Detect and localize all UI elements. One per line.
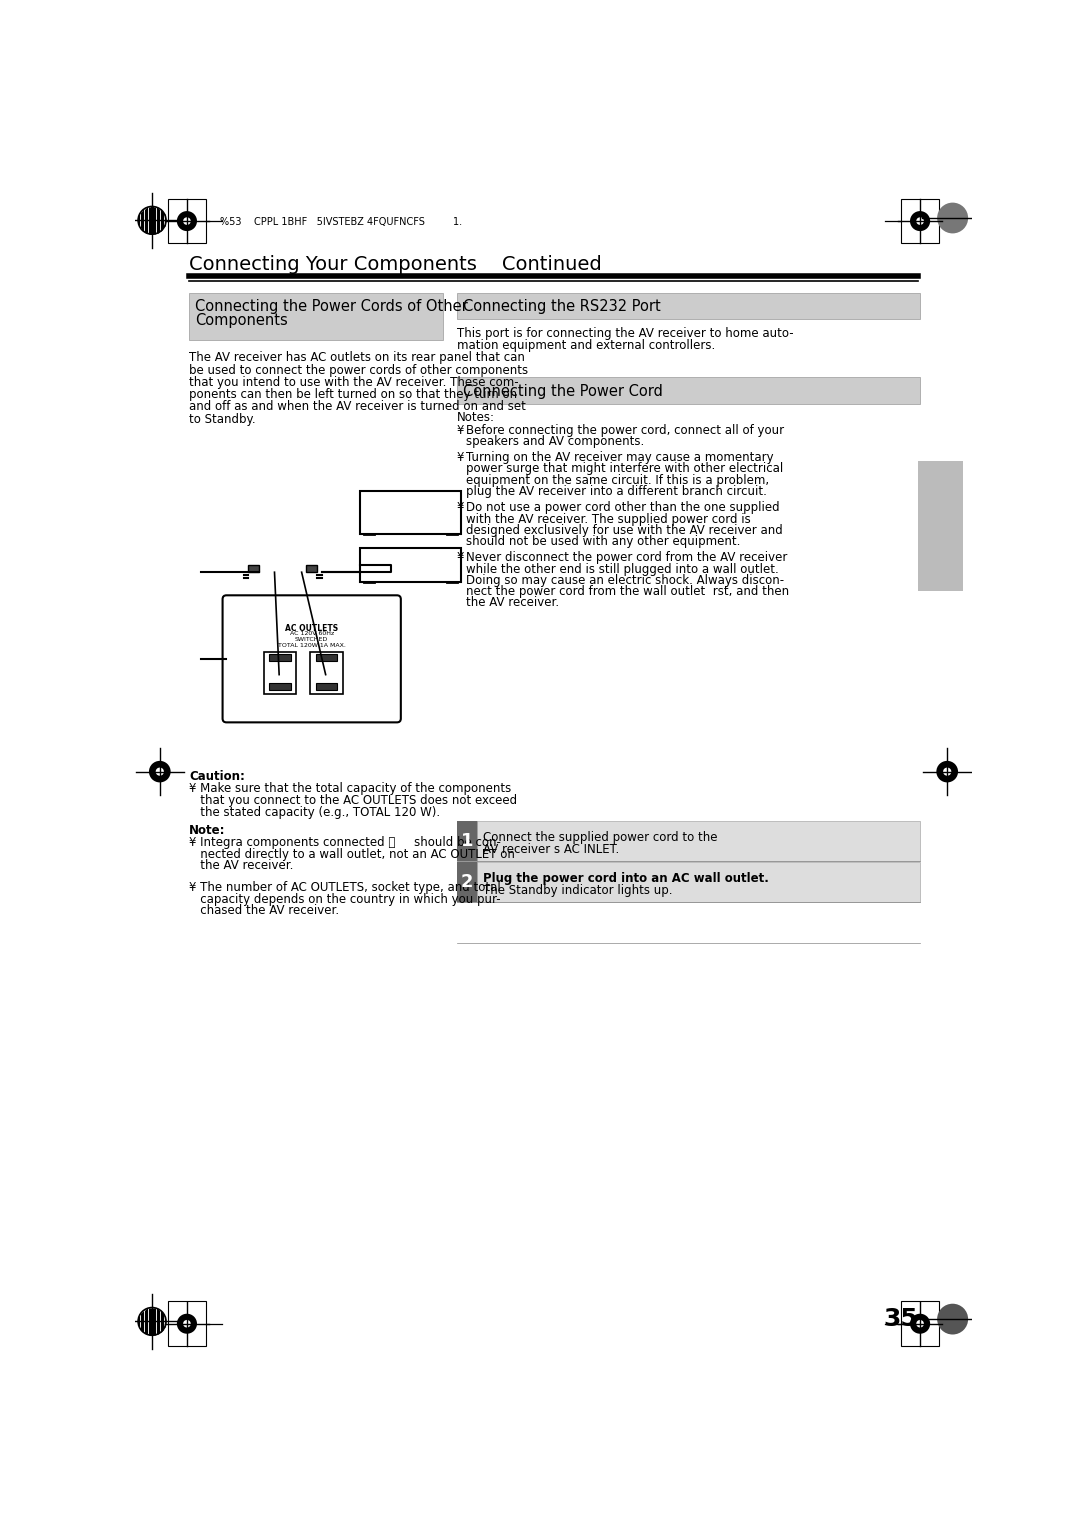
Bar (269, 654, 291, 660)
Text: The Standby indicator lights up.: The Standby indicator lights up. (483, 885, 673, 897)
Text: nect the power cord from the wall outlet  rst, and then: nect the power cord from the wall outlet… (465, 585, 789, 597)
Text: Notes:: Notes: (457, 411, 495, 425)
FancyBboxPatch shape (222, 596, 401, 723)
Bar (315, 683, 337, 691)
Text: power surge that might interfere with other electrical: power surge that might interfere with ot… (465, 463, 783, 475)
Text: Connecting Your Components    Continued: Connecting Your Components Continued (189, 255, 602, 274)
Circle shape (184, 1320, 191, 1328)
Text: ¥: ¥ (457, 423, 464, 437)
Text: while the other end is still plugged into a wall outlet.: while the other end is still plugged int… (465, 562, 779, 576)
Text: Turning on the AV receiver may cause a momentary: Turning on the AV receiver may cause a m… (465, 451, 773, 465)
Text: speakers and AV components.: speakers and AV components. (465, 435, 644, 448)
Text: SWITCHED: SWITCHED (295, 637, 328, 642)
Circle shape (916, 217, 923, 225)
Text: Components: Components (195, 313, 288, 327)
Text: Connecting the Power Cords of Other: Connecting the Power Cords of Other (195, 299, 469, 313)
Circle shape (936, 761, 958, 782)
Circle shape (937, 1303, 968, 1334)
Text: This port is for connecting the AV receiver to home auto-: This port is for connecting the AV recei… (457, 327, 793, 339)
Text: Caution:: Caution: (189, 770, 245, 782)
Text: ¥ Make sure that the total capacity of the components: ¥ Make sure that the total capacity of t… (189, 782, 512, 796)
Text: Connecting the RS232 Port: Connecting the RS232 Port (463, 299, 661, 313)
Bar (315, 654, 337, 660)
Text: the AV receiver.: the AV receiver. (189, 859, 294, 872)
Bar (269, 683, 291, 691)
Text: %53    CPPL 1BHF   5IVSTEBZ 4FQUFNCFS         1.: %53 CPPL 1BHF 5IVSTEBZ 4FQUFNCFS 1. (220, 217, 462, 226)
Text: Plug the power cord into an AC wall outlet.: Plug the power cord into an AC wall outl… (483, 872, 769, 885)
Text: ¥: ¥ (457, 552, 464, 564)
Text: Doing so may cause an electric shock. Always discon-: Doing so may cause an electric shock. Al… (465, 573, 784, 587)
Text: nected directly to a wall outlet, not an AC OUTLET on: nected directly to a wall outlet, not an… (189, 848, 515, 860)
Text: designed exclusively for use with the AV receiver and: designed exclusively for use with the AV… (465, 524, 783, 536)
Bar (360, 547, 460, 582)
Text: AV receiver s AC INLET.: AV receiver s AC INLET. (483, 843, 619, 856)
Text: Never disconnect the power cord from the AV receiver: Never disconnect the power cord from the… (465, 552, 787, 564)
Text: and off as and when the AV receiver is turned on and set: and off as and when the AV receiver is t… (189, 400, 526, 414)
Bar (457, 293, 920, 319)
Text: AC 120V 60Hz: AC 120V 60Hz (289, 631, 334, 636)
Text: ponents can then be left turned on so that they turn on: ponents can then be left turned on so th… (189, 388, 517, 402)
Text: Note:: Note: (189, 824, 226, 837)
Text: Connecting the Power Cord: Connecting the Power Cord (463, 384, 663, 399)
Circle shape (149, 761, 171, 782)
Bar (167, 199, 206, 243)
Text: ¥ The number of AC OUTLETS, socket type, and total: ¥ The number of AC OUTLETS, socket type,… (189, 882, 501, 894)
Bar (457, 862, 920, 902)
Bar (307, 564, 318, 571)
Bar (901, 199, 940, 243)
Bar (167, 1302, 206, 1346)
Circle shape (910, 211, 930, 231)
Bar (457, 821, 476, 860)
Text: TOTAL 120W 1A MAX.: TOTAL 120W 1A MAX. (278, 643, 346, 648)
Text: the stated capacity (e.g., TOTAL 120 W).: the stated capacity (e.g., TOTAL 120 W). (189, 805, 441, 819)
Text: chased the AV receiver.: chased the AV receiver. (189, 905, 339, 917)
Text: Connect the supplied power cord to the: Connect the supplied power cord to the (483, 831, 717, 843)
Text: with the AV receiver. The supplied power cord is: with the AV receiver. The supplied power… (465, 512, 751, 526)
Text: the AV receiver.: the AV receiver. (465, 596, 559, 610)
Text: equipment on the same circuit. If this is a problem,: equipment on the same circuit. If this i… (465, 474, 769, 486)
Circle shape (177, 211, 197, 231)
Circle shape (156, 767, 164, 776)
Bar (901, 1302, 940, 1346)
Circle shape (916, 1320, 923, 1328)
Text: 35: 35 (883, 1306, 918, 1331)
Bar (457, 862, 476, 902)
Bar (248, 564, 259, 571)
Text: mation equipment and external controllers.: mation equipment and external controller… (457, 339, 715, 351)
Bar (189, 293, 444, 341)
Bar (360, 492, 460, 533)
Text: ¥: ¥ (457, 451, 464, 465)
Circle shape (937, 203, 968, 234)
Bar (457, 377, 920, 403)
Text: The AV receiver has AC outlets on its rear panel that can: The AV receiver has AC outlets on its re… (189, 351, 525, 364)
Text: that you connect to the AC OUTLETS does not exceed: that you connect to the AC OUTLETS does … (189, 795, 517, 807)
Text: should not be used with any other equipment.: should not be used with any other equipm… (465, 535, 740, 549)
Text: 1: 1 (460, 831, 473, 850)
Text: ¥ Integra components connected Ⓛ     should be con-: ¥ Integra components connected Ⓛ should … (189, 836, 501, 850)
Text: 2: 2 (460, 872, 473, 891)
Circle shape (177, 1314, 197, 1334)
Text: capacity depends on the country in which you pur-: capacity depends on the country in which… (189, 892, 501, 906)
Text: ¥: ¥ (457, 501, 464, 515)
Bar (264, 651, 296, 694)
Bar (457, 821, 920, 860)
Circle shape (910, 1314, 930, 1334)
Text: that you intend to use with the AV receiver. These com-: that you intend to use with the AV recei… (189, 376, 518, 388)
Text: AC OUTLETS: AC OUTLETS (285, 623, 338, 633)
Bar (918, 460, 962, 591)
Circle shape (943, 767, 951, 776)
Text: plug the AV receiver into a different branch circuit.: plug the AV receiver into a different br… (465, 484, 767, 498)
Text: be used to connect the power cords of other components: be used to connect the power cords of ot… (189, 364, 528, 376)
Text: to Standby.: to Standby. (189, 413, 256, 426)
Text: Before connecting the power cord, connect all of your: Before connecting the power cord, connec… (465, 423, 784, 437)
Circle shape (184, 217, 191, 225)
Text: Do not use a power cord other than the one supplied: Do not use a power cord other than the o… (465, 501, 780, 515)
Bar (310, 651, 342, 694)
